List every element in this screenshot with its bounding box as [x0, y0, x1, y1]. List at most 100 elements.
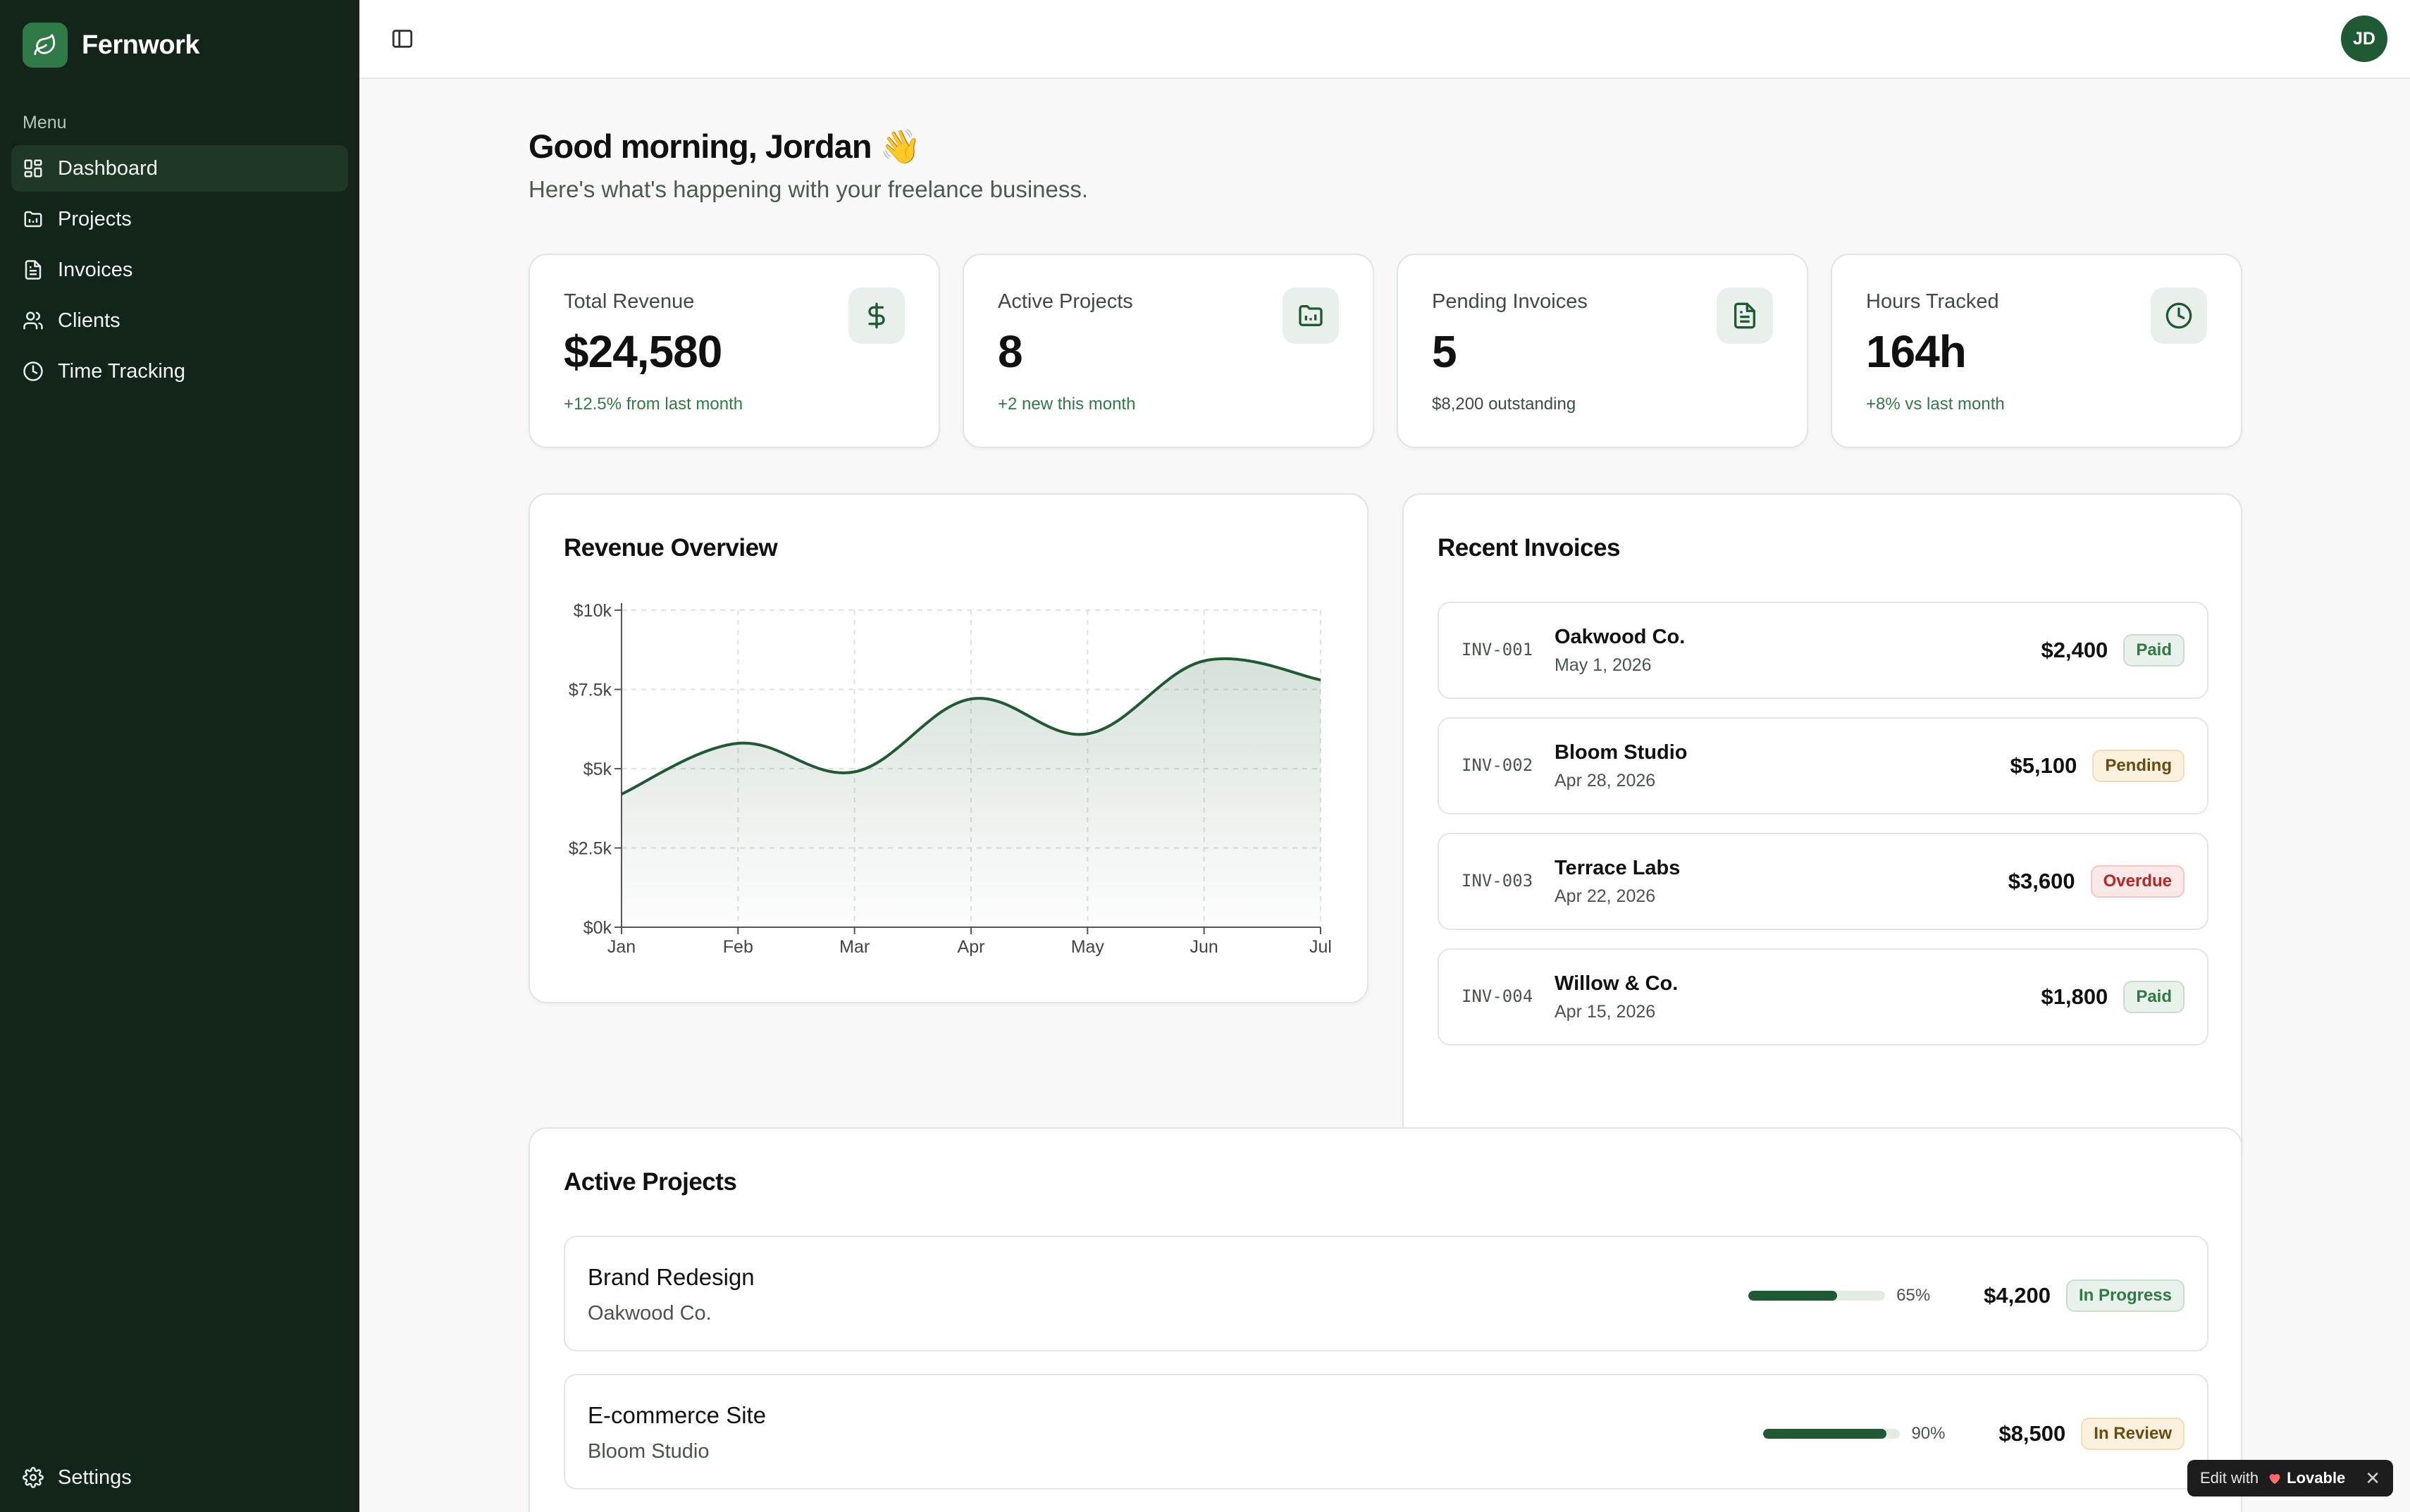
- stat-label: Hours Tracked: [1866, 290, 1999, 313]
- stat-label: Pending Invoices: [1432, 290, 1588, 313]
- invoice-amount: $2,400: [2041, 638, 2108, 662]
- users-icon: [23, 311, 43, 330]
- progress-fill: [1763, 1429, 1887, 1439]
- x-tick-label: May: [1071, 937, 1105, 957]
- progress-label: 65%: [1896, 1286, 1931, 1305]
- project-row[interactable]: Brand Redesign Oakwood Co. 65% $4,200 In…: [564, 1236, 2208, 1351]
- project-meta: 65% $4,200 In Progress: [1748, 1279, 2185, 1312]
- status-badge: In Review: [2081, 1418, 2185, 1450]
- project-amount: $8,500: [1998, 1421, 2066, 1446]
- progress-fill: [1748, 1291, 1838, 1301]
- page-title: Good morning, Jordan 👋: [529, 128, 921, 165]
- x-tick-label: Jun: [1190, 937, 1218, 957]
- dashboard-icon: [24, 159, 42, 178]
- card-title: Revenue Overview: [564, 534, 778, 562]
- stat-card-invoices: Pending Invoices 5 $8,200 outstanding: [1397, 254, 1808, 448]
- project-amount: $4,200: [1984, 1283, 2051, 1308]
- invoice-row[interactable]: INV-003 Terrace Labs Apr 22, 2026 $3,600…: [1438, 833, 2208, 930]
- topbar: JD: [359, 0, 2410, 79]
- status-badge: Paid: [2123, 634, 2185, 667]
- clock-icon: [2151, 287, 2207, 344]
- lovable-edit-label: Edit with: [2200, 1469, 2259, 1487]
- sidebar-toggle-icon[interactable]: [390, 27, 414, 51]
- invoice-id: INV-004: [1462, 986, 1533, 1006]
- stat-note: +8% vs last month: [1866, 395, 2005, 414]
- y-tick-label: $10k: [574, 601, 612, 621]
- status-badge: Pending: [2092, 750, 2185, 782]
- invoice-id: INV-001: [1462, 640, 1533, 659]
- gear-icon: [23, 1467, 44, 1488]
- lovable-brand: Lovable: [2287, 1469, 2346, 1487]
- stat-value: 5: [1432, 326, 1457, 377]
- y-tick-label: $0k: [583, 918, 612, 938]
- stat-note: +12.5% from last month: [564, 395, 743, 414]
- y-tick-label: $7.5k: [569, 681, 612, 700]
- y-tick-label: $2.5k: [569, 839, 612, 859]
- status-badge: In Progress: [2065, 1279, 2185, 1312]
- card-title: Recent Invoices: [1438, 534, 1621, 562]
- x-tick-label: Feb: [723, 937, 753, 957]
- sidebar: Fernwork Menu Dashboard Projects Invoice…: [0, 0, 359, 1512]
- sidebar-footer: Settings: [11, 1454, 348, 1505]
- x-tick-label: Apr: [958, 937, 985, 957]
- active-projects-card: Active Projects Brand Redesign Oakwood C…: [529, 1127, 2242, 1512]
- card-title: Active Projects: [564, 1168, 737, 1196]
- stat-note: $8,200 outstanding: [1432, 395, 1576, 414]
- revenue-chart: $0k $2.5k $5k $7.5k $10k Jan Feb Mar Apr May Jun Ju…: [569, 601, 1332, 957]
- invoice-amount: $3,600: [2008, 869, 2075, 893]
- invoice-client: Bloom Studio: [1555, 741, 1688, 764]
- brand-name: Fernwork: [82, 30, 200, 60]
- dollar-icon: [848, 287, 905, 344]
- status-badge: Paid: [2123, 981, 2185, 1013]
- y-tick-label: $5k: [583, 760, 612, 779]
- page-subtitle: Here's what's happening with your freela…: [529, 176, 1089, 202]
- project-client: Oakwood Co.: [588, 1302, 712, 1325]
- invoice-row[interactable]: INV-001 Oakwood Co. May 1, 2026 $2,400 P…: [1438, 602, 2208, 699]
- edit-with-lovable-badge[interactable]: Edit with Lovable ✕: [2187, 1460, 2393, 1496]
- sidebar-item-clients[interactable]: Clients: [11, 297, 348, 344]
- stat-note: +2 new this month: [998, 395, 1136, 414]
- sidebar-item-invoices[interactable]: Invoices: [11, 247, 348, 293]
- revenue-line: [621, 657, 1321, 795]
- sidebar-nav: Dashboard Projects Invoices Clients Time…: [11, 145, 348, 399]
- x-tick-label: Jul: [1309, 937, 1332, 957]
- invoice-date: Apr 15, 2026: [1555, 1002, 1656, 1022]
- invoice-client: Terrace Labs: [1555, 857, 1681, 879]
- revenue-area: [622, 658, 1321, 927]
- sidebar-item-label: Invoices: [58, 258, 133, 281]
- invoice-row[interactable]: INV-002 Bloom Studio Apr 28, 2026 $5,100…: [1438, 717, 2208, 814]
- invoice-amount: $1,800: [2041, 984, 2108, 1009]
- invoice-amount: $5,100: [2010, 753, 2077, 778]
- x-tick-label: Mar: [839, 937, 870, 957]
- recent-invoices-card: Recent Invoices INV-001 Oakwood Co. May …: [1402, 493, 2242, 1161]
- progress-bar: [1748, 1291, 1886, 1301]
- sidebar-item-dashboard[interactable]: Dashboard: [11, 145, 348, 192]
- revenue-overview-card: Revenue Overview $0k $2.5k $5k $7.5k $10k Jan…: [529, 493, 1368, 1003]
- invoice-meta: $2,400 Paid: [2041, 634, 2185, 667]
- status-badge: Overdue: [2090, 865, 2185, 898]
- project-row[interactable]: E-commerce Site Bloom Studio 90% $8,500 …: [564, 1374, 2208, 1489]
- sidebar-item-label: Settings: [58, 1465, 132, 1489]
- clock-icon: [23, 361, 43, 381]
- sidebar-item-time-tracking[interactable]: Time Tracking: [11, 348, 348, 395]
- avatar[interactable]: JD: [2341, 16, 2387, 62]
- project-name: Brand Redesign: [588, 1264, 755, 1290]
- stat-value: 8: [998, 326, 1023, 377]
- sidebar-item-label: Clients: [58, 309, 121, 332]
- invoice-id: INV-003: [1462, 871, 1533, 891]
- sidebar-item-label: Time Tracking: [58, 359, 186, 383]
- sidebar-item-projects[interactable]: Projects: [11, 196, 348, 242]
- leaf-icon: [23, 23, 68, 68]
- invoice-client: Oakwood Co.: [1555, 626, 1686, 648]
- close-icon[interactable]: ✕: [2365, 1467, 2380, 1489]
- invoice-date: Apr 22, 2026: [1555, 886, 1656, 906]
- folder-icon: [24, 211, 42, 228]
- invoice-meta: $1,800 Paid: [2041, 981, 2185, 1013]
- progress-bar: [1763, 1429, 1901, 1439]
- sidebar-item-settings[interactable]: Settings: [11, 1454, 348, 1501]
- brand[interactable]: Fernwork: [23, 23, 200, 68]
- invoice-row[interactable]: INV-004 Willow & Co. Apr 15, 2026 $1,800…: [1438, 948, 2208, 1046]
- sidebar-item-label: Projects: [58, 207, 132, 230]
- folder-icon: [1283, 287, 1339, 344]
- progress-label: 90%: [1911, 1424, 1946, 1443]
